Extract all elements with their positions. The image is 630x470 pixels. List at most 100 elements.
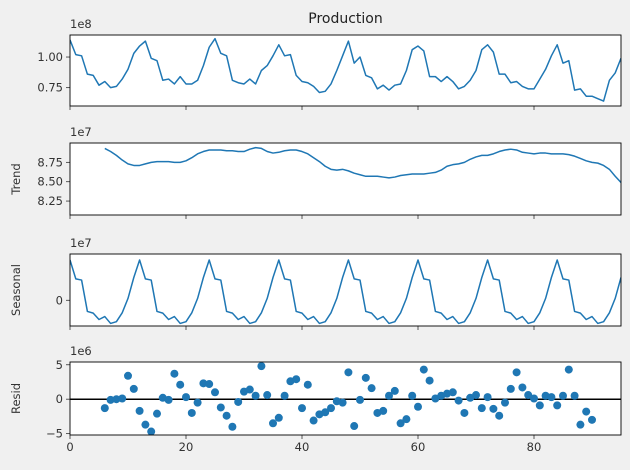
resid-point (170, 369, 179, 378)
resid-point (361, 373, 370, 382)
resid-point (402, 415, 411, 424)
trend-frame (69, 142, 622, 216)
resid-point (448, 388, 457, 397)
resid-point (106, 395, 115, 404)
resid-point (425, 376, 434, 385)
resid-point (506, 384, 515, 393)
resid-xtick-label: 20 (179, 440, 194, 454)
resid-point (251, 391, 260, 400)
resid-point (535, 401, 544, 410)
resid-point (501, 398, 509, 407)
resid-point (396, 419, 405, 428)
resid-point (216, 403, 225, 412)
resid-point (483, 393, 492, 402)
resid-point (390, 386, 399, 395)
resid-point (344, 368, 353, 377)
resid-ytick-label: −5 (46, 427, 63, 441)
resid-point (454, 396, 463, 405)
trend-ytick-label: 8.25 (37, 194, 63, 208)
resid-point (518, 383, 527, 392)
resid-point (338, 398, 347, 407)
resid-xtick-label: 40 (295, 440, 310, 454)
trend-exponent-label: 1e7 (70, 125, 92, 139)
resid-point (199, 379, 208, 388)
resid-point (489, 404, 498, 413)
resid-point (112, 395, 121, 404)
resid-point (141, 420, 150, 429)
resid-ytick-label: 0 (56, 392, 63, 406)
resid-point (147, 427, 156, 435)
resid-point (576, 420, 585, 429)
resid-point (530, 394, 538, 403)
resid-point (379, 406, 388, 415)
resid-point (211, 388, 219, 397)
resid-point (559, 391, 567, 400)
trend-ytick-label: 8.75 (37, 155, 63, 169)
resid-point (553, 401, 562, 410)
resid-point (564, 365, 573, 374)
resid-point (512, 368, 521, 377)
resid-point (118, 394, 127, 403)
resid-point (129, 384, 138, 393)
resid-point (153, 409, 161, 418)
resid-point (292, 375, 301, 384)
resid-exponent-label: 1e6 (70, 344, 92, 358)
resid-point (228, 422, 237, 431)
seasonal-exponent-label: 1e7 (70, 236, 92, 250)
resid-point (367, 384, 376, 393)
observed-series-line (70, 37, 621, 102)
resid-point (570, 391, 579, 400)
resid-xtick-label: 60 (411, 440, 426, 454)
seasonal-plot-area (70, 254, 621, 326)
resid-point (477, 404, 486, 413)
observed-ytick-label: 1.00 (37, 50, 63, 64)
resid-point (245, 385, 254, 394)
resid-point (547, 393, 556, 402)
resid-point (350, 422, 359, 431)
resid-point (193, 398, 202, 407)
resid-point (269, 419, 277, 428)
resid-xtick-label: 0 (66, 440, 73, 454)
trend-plot-area (70, 143, 621, 215)
trend-ylabel: Trend (9, 163, 23, 195)
observed-frame (69, 34, 622, 107)
resid-point (124, 371, 132, 380)
seasonal-series-line (70, 259, 621, 325)
resid-ylabel: Resid (9, 383, 23, 414)
observed-ytick-label: 0.75 (37, 81, 63, 95)
chart-title: Production (308, 11, 382, 27)
resid-point (280, 391, 289, 400)
resid-ytick-label: 5 (56, 358, 63, 372)
trend-series-line (104, 146, 621, 184)
resid-point (257, 362, 266, 371)
resid-point (356, 395, 364, 404)
seasonal-frame (69, 253, 622, 327)
resid-frame (69, 361, 622, 436)
resid-point (321, 408, 330, 417)
resid-point (298, 404, 306, 413)
observed-plot-area (70, 35, 621, 106)
resid-point (182, 393, 190, 402)
resid-point (263, 391, 272, 400)
resid-point (472, 391, 480, 400)
resid-point (234, 397, 243, 406)
resid-point (495, 411, 504, 420)
resid-point (164, 395, 173, 404)
resid-point (419, 365, 428, 374)
resid-point (385, 391, 393, 400)
resid-point (588, 415, 596, 424)
resid-point (582, 407, 591, 416)
seasonal-ylabel: Seasonal (9, 264, 23, 316)
resid-point (222, 411, 231, 420)
trend-ytick-label: 8.50 (37, 175, 63, 189)
resid-point (205, 380, 214, 389)
observed-exponent-label: 1e8 (70, 17, 92, 31)
resid-point (309, 416, 318, 425)
resid-point (303, 380, 312, 389)
seasonal-ytick-label: 0 (56, 293, 63, 307)
resid-xtick-label: 80 (527, 440, 542, 454)
resid-point (135, 406, 144, 415)
resid-point (327, 404, 335, 413)
